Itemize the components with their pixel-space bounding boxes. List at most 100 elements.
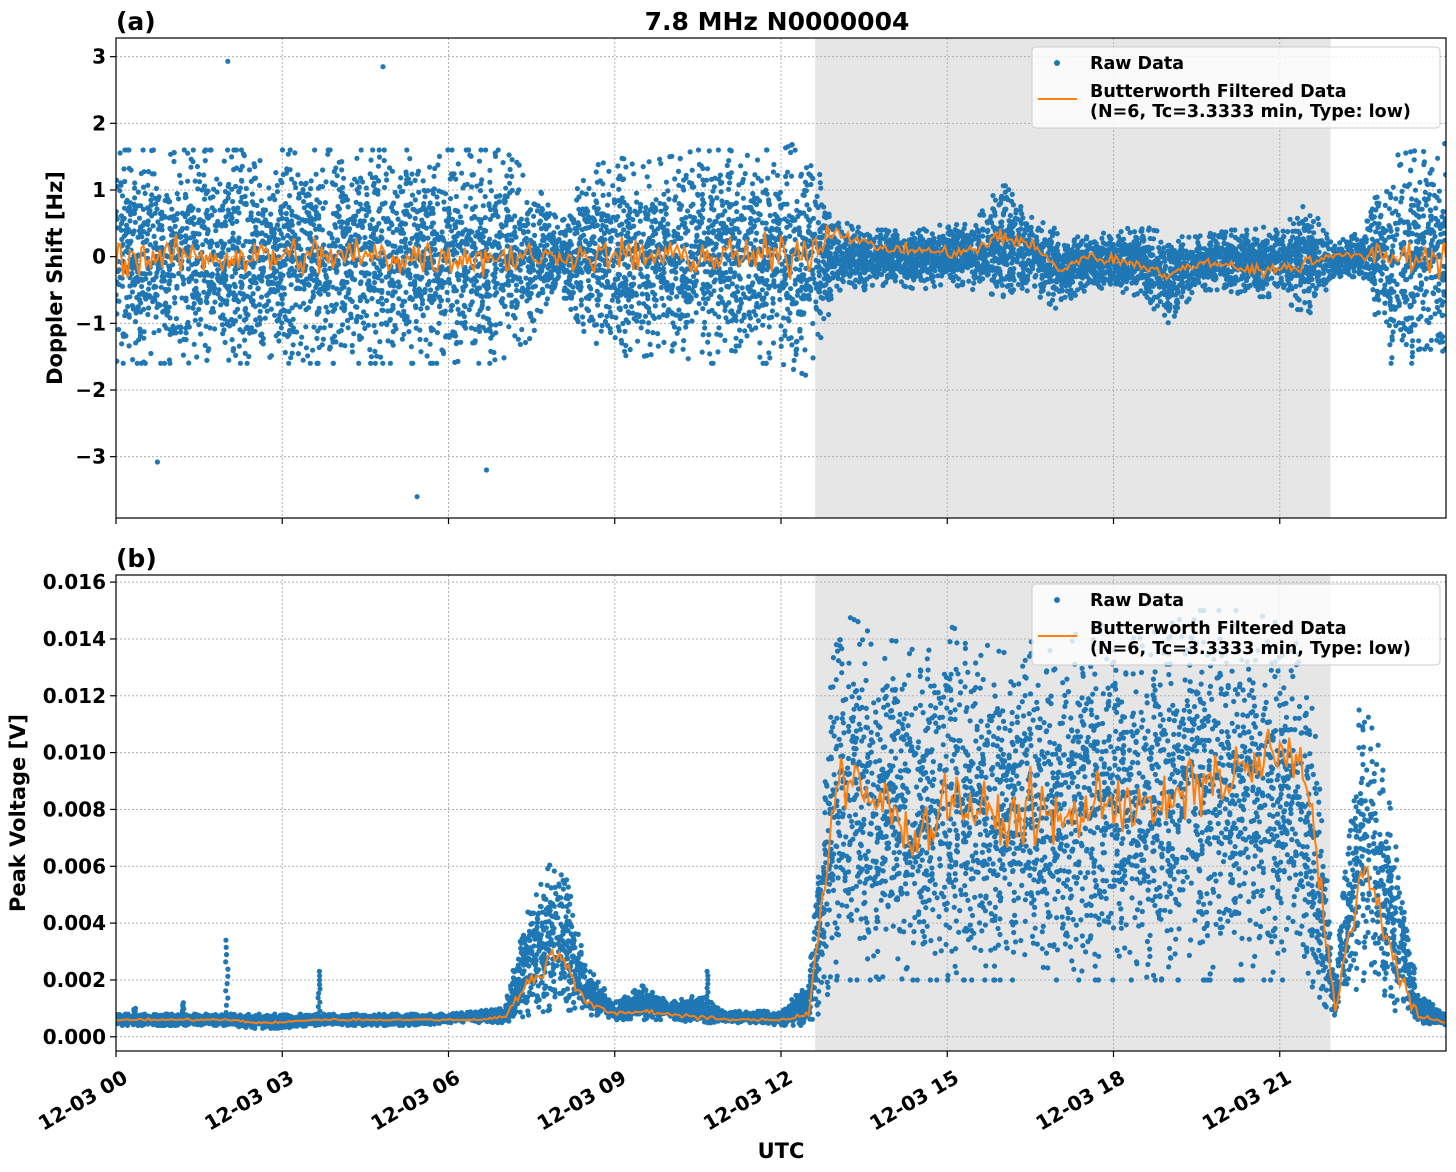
raw-data-point (294, 329, 300, 335)
raw-data-point (898, 264, 904, 270)
raw-data-point (158, 360, 164, 366)
raw-data-point (349, 298, 355, 304)
raw-data-point (213, 261, 219, 267)
raw-data-point (377, 206, 383, 212)
raw-data-point (595, 162, 601, 168)
raw-data-point (181, 336, 187, 342)
raw-data-point (198, 316, 204, 322)
raw-data-point (463, 203, 469, 209)
raw-data-point (484, 268, 490, 274)
raw-data-point (201, 278, 207, 284)
raw-data-point (293, 184, 299, 191)
raw-data-point (757, 354, 763, 360)
raw-data-point (171, 158, 177, 165)
raw-data-point (701, 182, 707, 188)
raw-data-point (869, 282, 876, 288)
raw-data-point (585, 278, 592, 284)
raw-data-point (144, 237, 150, 243)
raw-data-point (286, 308, 292, 315)
raw-data-point (235, 205, 241, 211)
raw-data-point (621, 156, 627, 162)
raw-data-point (152, 195, 158, 201)
raw-data-point (373, 174, 379, 181)
raw-data-point (190, 147, 196, 153)
raw-data-point (420, 204, 426, 210)
raw-data-point (706, 332, 712, 338)
raw-data-point (617, 272, 623, 278)
raw-data-point (542, 222, 548, 228)
raw-data-point (279, 262, 286, 268)
raw-data-point (774, 266, 780, 272)
raw-data-point (898, 279, 905, 285)
raw-data-point (336, 290, 342, 296)
raw-data-point (509, 173, 515, 179)
raw-data-point (309, 266, 315, 272)
raw-data-point (203, 147, 209, 153)
raw-data-point (722, 261, 728, 267)
raw-data-point (329, 180, 335, 186)
raw-data-point (166, 215, 172, 221)
raw-data-point (363, 207, 369, 213)
raw-data-point (273, 245, 279, 251)
raw-data-point (567, 238, 573, 244)
raw-data-point (734, 297, 740, 303)
raw-data-point (469, 277, 475, 283)
raw-data-point (607, 309, 613, 315)
raw-data-point (245, 217, 251, 223)
raw-data-point (835, 248, 842, 254)
raw-data-point (492, 261, 498, 267)
raw-data-point (701, 291, 708, 297)
raw-data-point (874, 270, 880, 276)
raw-data-point (126, 147, 132, 153)
raw-data-point (447, 176, 453, 182)
raw-data-point (769, 242, 775, 248)
raw-data-point (371, 285, 377, 291)
raw-data-point (347, 268, 353, 274)
raw-data-point (177, 172, 183, 178)
raw-data-point (171, 273, 177, 279)
raw-data-point (460, 287, 466, 293)
raw-data-point (379, 228, 385, 234)
raw-data-point (343, 231, 349, 237)
raw-data-point (255, 211, 262, 217)
raw-data-point (586, 296, 592, 302)
raw-data-point (316, 226, 322, 232)
raw-data-point (299, 227, 305, 233)
raw-data-point (649, 218, 655, 224)
raw-data-point (243, 185, 249, 192)
raw-data-point (359, 223, 365, 229)
raw-data-point (669, 286, 675, 292)
raw-data-point (620, 177, 626, 183)
raw-data-point (197, 179, 203, 185)
raw-data-point (713, 244, 719, 251)
raw-data-point (551, 230, 557, 236)
raw-data-point (295, 277, 301, 283)
raw-data-point (504, 243, 510, 249)
raw-data-point (370, 231, 376, 237)
raw-data-point (514, 300, 520, 306)
raw-data-point (164, 312, 170, 318)
raw-data-point (504, 311, 511, 317)
raw-data-point (268, 306, 274, 312)
raw-data-point (634, 199, 640, 205)
raw-data-point (206, 346, 212, 352)
raw-data-point (175, 324, 181, 330)
raw-data-point (412, 215, 418, 221)
raw-data-point (808, 181, 814, 188)
raw-data-point (138, 276, 144, 282)
raw-data-point (394, 193, 400, 199)
raw-data-point (801, 192, 807, 198)
raw-data-point (509, 300, 515, 306)
raw-data-point (192, 317, 198, 323)
raw-data-point (379, 287, 385, 293)
raw-data-point (333, 224, 339, 230)
raw-data-point (129, 208, 135, 214)
raw-data-point (392, 243, 398, 249)
raw-data-point (700, 165, 706, 172)
raw-data-point (598, 328, 604, 334)
raw-data-point (314, 335, 320, 341)
raw-data-point (150, 147, 156, 153)
raw-data-point (201, 172, 207, 178)
raw-data-point (544, 283, 550, 289)
raw-data-point (760, 322, 766, 328)
